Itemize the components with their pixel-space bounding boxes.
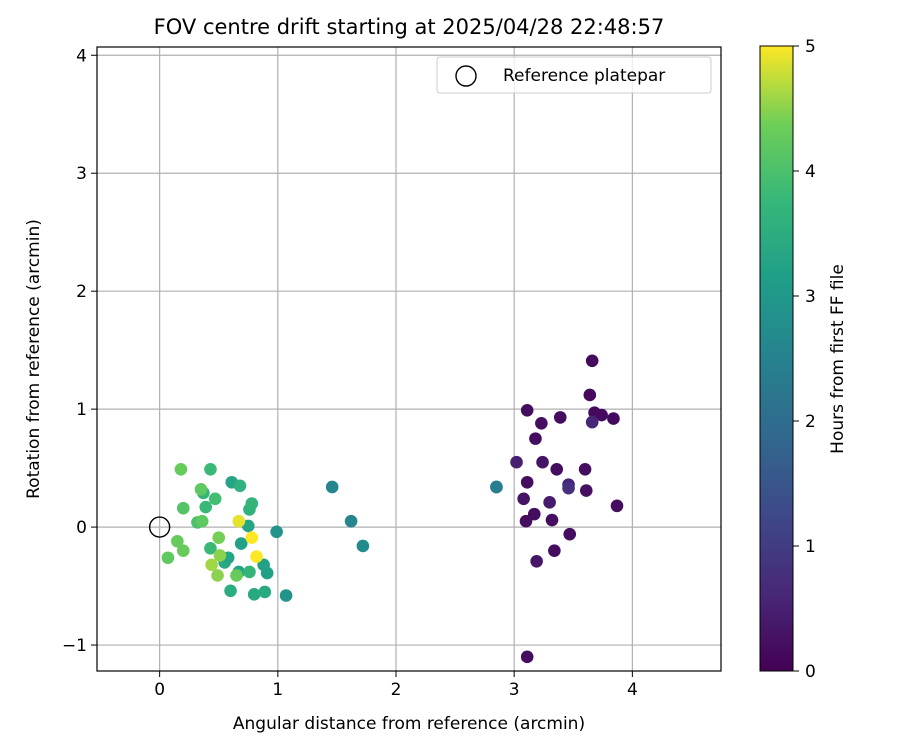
x-tick-label-4: 4 bbox=[627, 680, 638, 700]
data-point-38 bbox=[245, 497, 259, 510]
data-point-29 bbox=[490, 480, 503, 494]
colorbar-bar bbox=[759, 45, 794, 672]
legend: Reference platepar bbox=[436, 56, 712, 94]
data-point-33 bbox=[270, 525, 283, 539]
data-point-66 bbox=[211, 569, 224, 582]
data-point-17 bbox=[520, 475, 534, 489]
data-point-65 bbox=[205, 558, 218, 572]
x-tick-label-2: 2 bbox=[391, 680, 402, 700]
data-point-50 bbox=[204, 462, 217, 476]
data-point-68 bbox=[232, 514, 246, 528]
data-point-64 bbox=[213, 549, 227, 562]
legend-entry-reference: Reference platepar bbox=[503, 66, 665, 86]
data-point-22 bbox=[519, 514, 533, 528]
colorbar-ticks: 0 1 2 3 4 5 bbox=[793, 37, 816, 682]
y-tick-label-1: 0 bbox=[76, 518, 87, 538]
colorbar-tick-label-4: 4 bbox=[805, 162, 816, 182]
data-point-6 bbox=[607, 412, 620, 425]
data-point-20 bbox=[610, 499, 624, 513]
data-point-23 bbox=[545, 513, 559, 527]
data-point-0 bbox=[585, 354, 599, 368]
data-point-63 bbox=[212, 531, 226, 545]
data-point-39 bbox=[241, 519, 255, 533]
data-point-19 bbox=[543, 496, 556, 509]
grid bbox=[97, 47, 721, 671]
data-point-69 bbox=[245, 531, 259, 545]
data-point-30 bbox=[325, 480, 339, 494]
data-point-25 bbox=[548, 544, 561, 557]
data-point-61 bbox=[176, 544, 190, 557]
x-axis-label: Angular distance from reference (arcmin) bbox=[233, 714, 585, 734]
data-point-59 bbox=[195, 514, 209, 528]
data-point-9 bbox=[529, 432, 542, 445]
axis-ticks: 0 1 2 3 4 −1 0 1 2 3 4 bbox=[62, 46, 638, 700]
chart-title: FOV centre drift starting at 2025/04/28 … bbox=[154, 15, 665, 39]
data-point-1 bbox=[583, 388, 597, 402]
y-axis-label: Rotation from reference (arcmin) bbox=[24, 219, 44, 499]
data-point-47 bbox=[224, 584, 237, 598]
colorbar-label: Hours from first FF file bbox=[828, 264, 848, 454]
x-tick-label-3: 3 bbox=[509, 680, 520, 700]
data-point-54 bbox=[204, 542, 217, 555]
data-point-55 bbox=[174, 462, 188, 476]
data-point-70 bbox=[250, 550, 263, 563]
colorbar-tick-label-0: 0 bbox=[805, 662, 816, 682]
data-point-46 bbox=[260, 566, 274, 580]
data-point-4 bbox=[595, 408, 608, 422]
x-tick-label-1: 1 bbox=[272, 680, 283, 700]
legend-marker-reference bbox=[455, 65, 477, 87]
data-point-7 bbox=[535, 416, 548, 430]
reference-marker-group bbox=[148, 516, 171, 538]
data-points bbox=[161, 354, 624, 664]
data-point-51 bbox=[208, 492, 222, 506]
data-point-15 bbox=[562, 481, 575, 495]
data-point-34 bbox=[279, 589, 293, 602]
data-point-56 bbox=[176, 501, 190, 515]
y-tick-label-4: 3 bbox=[76, 164, 87, 184]
data-point-53 bbox=[199, 500, 213, 514]
data-point-18 bbox=[517, 492, 530, 506]
data-point-49 bbox=[258, 585, 272, 599]
data-point-5 bbox=[553, 411, 567, 424]
data-point-16 bbox=[579, 484, 593, 497]
data-point-60 bbox=[171, 534, 184, 548]
colorbar-tick-label-2: 2 bbox=[805, 412, 816, 432]
colorbar-tick-label-5: 5 bbox=[805, 37, 816, 57]
data-point-57 bbox=[194, 483, 208, 496]
legend-box bbox=[436, 56, 712, 94]
data-point-67 bbox=[230, 569, 243, 582]
colorbar-tick-label-1: 1 bbox=[805, 537, 816, 557]
y-tick-label-5: 4 bbox=[76, 46, 87, 66]
colorbar: 0 1 2 3 4 5 Hours from first FF file bbox=[759, 37, 848, 682]
data-point-21 bbox=[527, 507, 541, 521]
y-tick-label-2: 1 bbox=[76, 400, 87, 420]
data-point-24 bbox=[563, 527, 577, 541]
data-point-31 bbox=[344, 514, 358, 528]
y-tick-label-0: −1 bbox=[62, 636, 87, 656]
plot-area-frame bbox=[96, 46, 722, 672]
data-point-2 bbox=[520, 404, 534, 417]
data-point-48 bbox=[247, 588, 261, 601]
data-point-36 bbox=[233, 479, 247, 493]
data-point-40 bbox=[234, 537, 248, 550]
data-point-12 bbox=[550, 462, 564, 476]
data-point-44 bbox=[243, 565, 256, 579]
data-point-32 bbox=[356, 539, 370, 553]
data-point-10 bbox=[510, 455, 523, 469]
data-point-13 bbox=[578, 462, 592, 476]
data-point-26 bbox=[530, 554, 543, 568]
x-tick-label-0: 0 bbox=[154, 680, 165, 700]
y-tick-label-3: 2 bbox=[76, 282, 87, 302]
data-point-11 bbox=[536, 455, 549, 469]
data-point-8 bbox=[585, 415, 599, 429]
data-point-27 bbox=[520, 650, 534, 664]
colorbar-tick-label-3: 3 bbox=[805, 287, 816, 307]
data-point-62 bbox=[161, 551, 175, 565]
reference-platepar-marker bbox=[148, 516, 171, 538]
